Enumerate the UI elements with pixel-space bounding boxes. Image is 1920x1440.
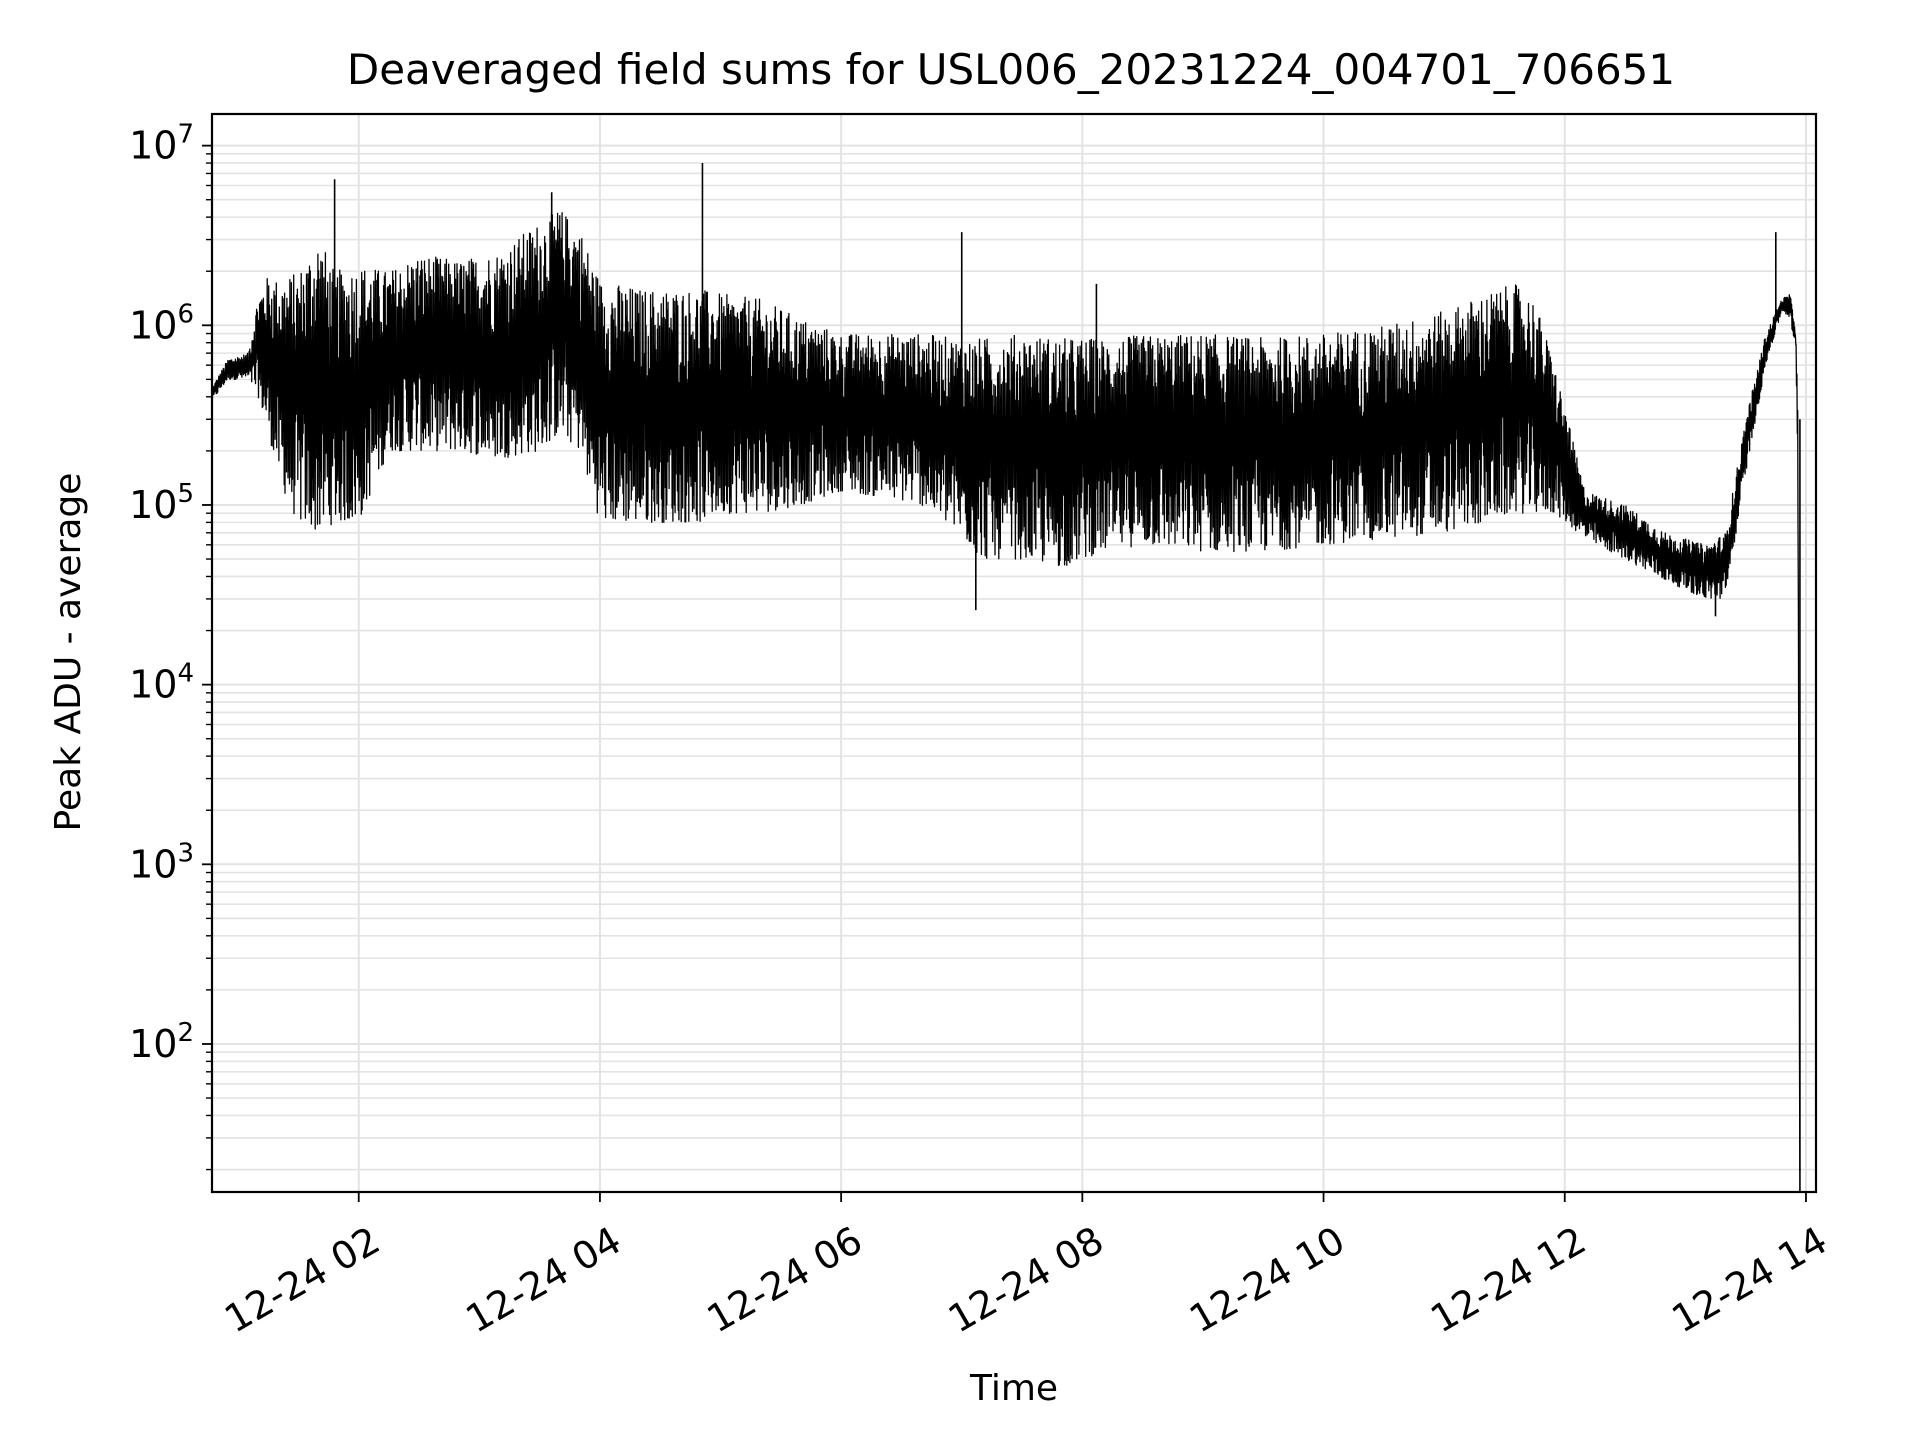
y-tick-label: 106 — [129, 299, 194, 347]
y-tick-label: 103 — [129, 838, 194, 886]
chart-title: Deaveraged field sums for USL006_2023122… — [347, 45, 1675, 94]
data-series-line — [211, 212, 1801, 1172]
y-tick-label: 107 — [129, 120, 194, 168]
y-tick-label: 102 — [129, 1018, 194, 1066]
y-axis-label: Peak ADU - average — [48, 473, 89, 832]
x-axis-label: Time — [969, 1368, 1058, 1409]
plot-frame — [210, 112, 1818, 1194]
y-tick-label: 105 — [129, 479, 194, 527]
data-layer — [211, 163, 1801, 1192]
y-tick-label: 104 — [129, 659, 194, 707]
